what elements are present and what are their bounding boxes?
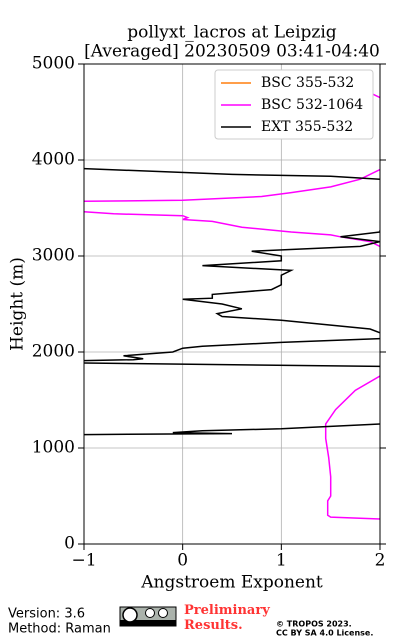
cc-logo: [119, 606, 177, 627]
y-axis-label: Height (m): [8, 257, 28, 351]
preliminary-notice: Preliminary Results.: [184, 603, 270, 633]
x-axis-label: Angstroem Exponent: [140, 573, 323, 593]
legend-label: BSC 532-1064: [261, 97, 363, 113]
method: Method: Raman: [8, 622, 111, 637]
version: Version: 3.6: [8, 607, 85, 622]
chart-subtitle: [Averaged] 20230509 03:41-04:40: [84, 42, 380, 62]
legend-label: EXT 355-532: [261, 119, 353, 135]
y-tick-label: 3000: [32, 246, 75, 266]
plot-frame: [83, 63, 381, 545]
y-tick-label: 0: [64, 534, 75, 554]
legend: BSC 355-532 BSC 532-1064 EXT 355-532: [214, 69, 374, 140]
license: CC BY SA 4.0 License.: [276, 629, 373, 638]
y-tick-label: 5000: [32, 54, 75, 74]
copyright: © TROPOS 2023.: [276, 620, 352, 629]
plot-area: [84, 73, 380, 520]
y-tick-label: 2000: [32, 342, 75, 362]
profile-line: [84, 73, 380, 520]
x-tick-label: −1: [71, 551, 96, 571]
y-tick-label: 1000: [32, 438, 75, 458]
x-tick-label: 1: [276, 551, 287, 571]
legend-box: [214, 69, 374, 140]
profile-line: [84, 167, 380, 436]
x-tick-label: 0: [177, 551, 188, 571]
legend-label: BSC 355-532: [261, 75, 354, 91]
chart-title: pollyxt_lacros at Leipzig: [127, 23, 337, 43]
x-tick-label: 2: [375, 551, 386, 571]
y-tick-label: 4000: [32, 150, 75, 170]
